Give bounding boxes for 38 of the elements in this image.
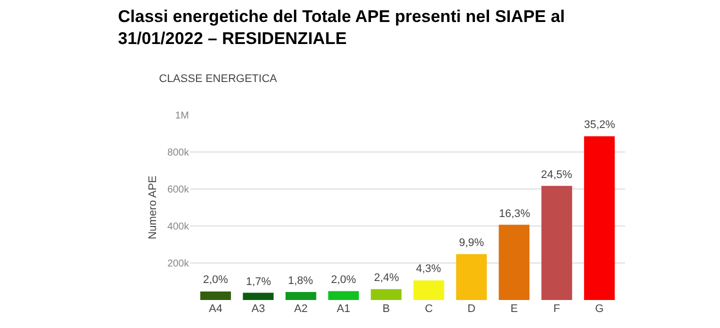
bar	[200, 291, 231, 300]
annotation: 16,3%	[499, 208, 530, 220]
x-tick-label: D	[467, 303, 476, 315]
bar	[242, 292, 274, 300]
chart-subtitle: CLASSE ENERGETICA	[159, 73, 278, 85]
annotation: 2,0%	[331, 274, 356, 286]
y-axis-title: Numero APE	[146, 176, 159, 240]
y-tick-label: 600k	[167, 184, 190, 196]
x-tick-label: E	[510, 303, 518, 315]
bar	[286, 292, 316, 300]
annotation: 2,4%	[374, 272, 400, 284]
annotation: 35,2%	[584, 119, 616, 131]
x-tick-label: A1	[336, 303, 350, 315]
x-tick-label: G	[595, 303, 604, 315]
x-tick-label: F	[553, 303, 560, 315]
annotation: 24,5%	[541, 169, 572, 181]
bar	[584, 136, 615, 300]
bar	[541, 186, 572, 300]
x-tick-label: A2	[294, 303, 308, 315]
annotation: 1,7%	[246, 276, 272, 288]
bar	[456, 254, 487, 300]
annotation: 4,3%	[416, 263, 442, 275]
x-tick-label: B	[382, 303, 390, 315]
x-tick-label: A3	[252, 303, 265, 315]
bar	[328, 291, 359, 300]
annotation: 9,9%	[459, 237, 484, 249]
bar	[413, 280, 444, 300]
x-tick-label: C	[424, 303, 433, 315]
y-tick-label: 200k	[167, 258, 190, 270]
y-tick-label: 1M	[175, 110, 189, 122]
bar	[498, 224, 530, 300]
y-tick-label: 800k	[167, 148, 190, 158]
annotation: 1,8%	[288, 275, 314, 287]
y-tick-label: 400k	[167, 222, 190, 232]
chart-title: Classi energetiche del Totale APE presenti nel SIAPE al 31/01/2022 – RESIDENZIALE	[118, 7, 565, 48]
bar	[370, 289, 402, 300]
x-tick-label: A4	[208, 303, 222, 315]
annotation: 2,0%	[203, 274, 228, 286]
